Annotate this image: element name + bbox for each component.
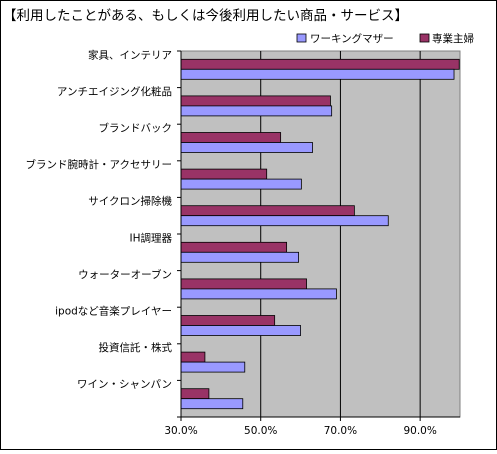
bar-working-mother	[180, 142, 313, 153]
bar-housewife	[180, 315, 276, 326]
bar-working-mother	[180, 288, 337, 300]
legend-label-working-mother: ワーキングマザー	[310, 32, 394, 45]
x-tick-label: 30.0%	[164, 425, 197, 437]
legend-swatch-working-mother	[296, 33, 307, 43]
chart-title: 【利用したことがある、もしくは今後利用したい商品・サービス】	[3, 8, 408, 24]
category-label: ブランド腕時計・アクセサリー	[26, 158, 172, 171]
bar-working-mother	[180, 215, 389, 227]
bar-working-mother	[180, 68, 455, 80]
legend-label-housewife: 専業主婦	[432, 32, 474, 45]
bar-housewife	[180, 351, 206, 363]
bar-working-mother	[180, 178, 302, 190]
bar-working-mother	[180, 361, 246, 373]
x-tick-label: 90.0%	[403, 425, 436, 437]
x-tick-label: 70.0%	[324, 425, 357, 437]
category-label: 家具、インテリア	[88, 48, 172, 61]
legend-swatch-housewife	[419, 33, 430, 43]
x-tick-label: 50.0%	[244, 425, 277, 437]
bar-working-mother	[180, 251, 299, 263]
category-label: IH調理器	[130, 231, 173, 244]
bar-housewife	[180, 388, 210, 400]
category-label: ワイン・シャンパン	[77, 379, 172, 391]
category-label: サイクロン掃除機	[88, 195, 172, 208]
bars	[180, 58, 460, 410]
bar-working-mother	[180, 325, 301, 336]
bar-housewife	[180, 95, 331, 107]
category-label: ipodなど音楽プレイヤー	[55, 305, 172, 318]
category-labels: 家具、インテリアアンチエイジング化粧品ブランドバックブランド腕時計・アクセサリー…	[26, 48, 181, 418]
bar-housewife	[180, 205, 355, 217]
bar-housewife	[180, 241, 288, 253]
category-label: 投資信託・株式	[99, 341, 173, 354]
bar-housewife	[180, 278, 307, 290]
x-axis-ticks: 30.0% 50.0% 70.0% 90.0%	[164, 417, 437, 437]
category-label: ウォーターオーブン	[78, 268, 172, 281]
category-label: アンチエイジング化粧品	[57, 85, 172, 98]
bar-housewife	[180, 168, 268, 180]
bar-working-mother	[180, 398, 244, 410]
bar-housewife	[180, 132, 282, 143]
legend: ワーキングマザー 専業主婦	[296, 32, 474, 45]
bar-housewife	[180, 58, 460, 70]
bar-working-mother	[180, 105, 333, 117]
category-label: ブランドバック	[99, 122, 173, 135]
